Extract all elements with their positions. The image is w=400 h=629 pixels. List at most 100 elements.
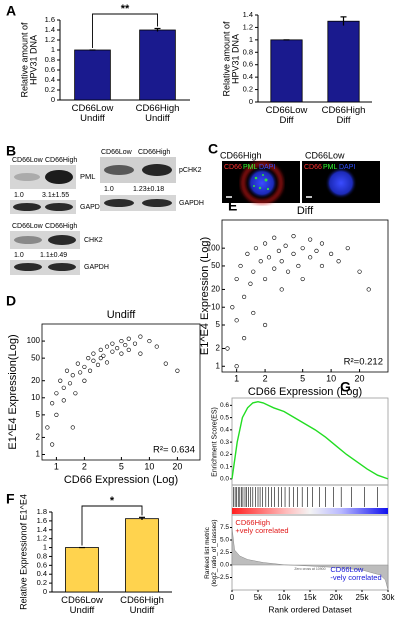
- rank-color-bar: [232, 508, 388, 514]
- y-axis-label: E1^E4 Expression(Log): [7, 334, 20, 450]
- scatter-point: [314, 248, 319, 253]
- chart-title: Undiff: [107, 309, 136, 321]
- scatter-point: [91, 351, 96, 356]
- scatter-point: [91, 358, 96, 363]
- y-tick-label: 0.8: [243, 47, 253, 56]
- band: [104, 199, 134, 207]
- y-tick-label: -2.5: [218, 574, 230, 581]
- channel-label: CD66: [304, 164, 322, 171]
- y-tick-label: 1: [51, 45, 55, 54]
- scatter-point: [272, 266, 277, 271]
- scatter-point: [319, 241, 325, 246]
- y-tick-label: 0.4: [243, 72, 253, 81]
- y-tick-label: 50: [31, 353, 40, 362]
- micrograph: CD66Low CD66 PML DAPI: [302, 150, 380, 203]
- band: [142, 199, 172, 207]
- scatter-point: [251, 310, 256, 316]
- y-axis-label: Relative Expressionof E1^E4: [18, 494, 29, 610]
- panel-letter: E: [228, 198, 237, 214]
- y-tick-label: 0.3: [220, 439, 229, 446]
- scatter-point: [329, 251, 334, 256]
- bar: [139, 29, 176, 101]
- y-tick-label: 5.0: [220, 537, 229, 544]
- panel-letter: F: [6, 491, 15, 507]
- band: [14, 236, 42, 244]
- row-label: pCHK2: [179, 167, 202, 174]
- y-tick-label: 0.6: [220, 402, 229, 409]
- annotation: CD66Low -vely correlated: [330, 565, 382, 582]
- y-tick-label: 2.5: [220, 549, 229, 556]
- x-axis-label: CD66 Expression (Log): [248, 386, 362, 398]
- x-tick-label: 25k: [356, 593, 370, 602]
- scatter-point: [154, 344, 159, 349]
- annotation: R²=0.212: [344, 357, 383, 368]
- micrograph-title: CD66Low: [305, 150, 345, 160]
- enrichment-curve: [231, 400, 389, 480]
- scatter-point: [300, 276, 305, 282]
- scatter-point: [238, 263, 243, 269]
- x-tick-label: CD66Low Diff: [265, 105, 308, 126]
- chart-title: Diff: [297, 205, 314, 217]
- scatter-point: [230, 305, 235, 310]
- scatter-point: [234, 364, 239, 369]
- scatter-point: [110, 341, 115, 346]
- y-tick-label: 1: [216, 361, 221, 370]
- bar: [327, 20, 360, 103]
- y-tick-label: 0.2: [45, 85, 55, 94]
- plot-frame: [221, 219, 389, 373]
- x-tick-label: 5: [119, 461, 124, 471]
- y-tick-label: 20: [31, 376, 40, 385]
- scatter-point: [272, 235, 277, 240]
- annotation: CD66High +vely correlated: [235, 518, 289, 535]
- y-tick-label: 0.8: [45, 55, 55, 64]
- lane-label: CD66Low: [101, 149, 133, 156]
- y-tick-label: 0.2: [243, 85, 253, 94]
- y-tick-label: 0.8: [37, 551, 47, 560]
- y-tick-label: 0: [249, 97, 253, 106]
- x-tick-label: CD66High Undiff: [120, 595, 164, 616]
- y-tick-label: 1.6: [37, 516, 47, 525]
- x-tick-label: 15k: [304, 593, 318, 602]
- scatter-point: [132, 341, 138, 346]
- scatter-point: [98, 356, 103, 361]
- y-tick-label: 0: [51, 95, 55, 104]
- x-tick-label: CD66Low Undiff: [61, 595, 103, 616]
- x-axis-label: CD66 Expression (Log): [64, 474, 178, 486]
- scatter-point: [119, 338, 124, 344]
- lane-label: CD66Low: [12, 223, 44, 230]
- channel-label: DAPI: [259, 164, 275, 171]
- band: [13, 203, 41, 211]
- scatter-point: [258, 259, 263, 264]
- scatter-point: [245, 251, 250, 256]
- band: [14, 173, 40, 181]
- y-tick-label: 1: [249, 35, 253, 44]
- y-tick-label: 0.4: [45, 75, 55, 84]
- x-tick-label: 10: [144, 461, 154, 471]
- x-axis-label: Rank ordered Dataset: [268, 604, 352, 614]
- scatter-point: [70, 425, 75, 430]
- scatter-point: [319, 263, 325, 269]
- scatter-point: [147, 338, 152, 344]
- row-label: CHK2: [84, 237, 103, 244]
- y-tick-label: 0.4: [220, 427, 229, 434]
- lane-label: CD66Low: [12, 157, 44, 164]
- scatter-point: [291, 234, 296, 239]
- scatter-point: [296, 263, 301, 269]
- y-tick-label: 0.6: [37, 560, 47, 569]
- scatter-point: [138, 334, 143, 339]
- row-label: GAPDH: [179, 200, 204, 207]
- y-tick-label: 2: [216, 344, 221, 353]
- y-tick-label: 1.4: [45, 25, 55, 34]
- channel-label: PML: [243, 164, 258, 171]
- scatter-point: [61, 398, 66, 403]
- scatter-point: [357, 269, 362, 274]
- micrograph-title: CD66High: [220, 150, 262, 160]
- y-tick-label: 0.6: [45, 65, 55, 74]
- significance-label: *: [110, 495, 115, 507]
- scatter-point: [82, 364, 87, 370]
- ratio: 1.0: [14, 192, 24, 199]
- x-tick-label: 10: [326, 373, 336, 383]
- y-tick-label: 1: [36, 450, 41, 459]
- band: [48, 235, 76, 245]
